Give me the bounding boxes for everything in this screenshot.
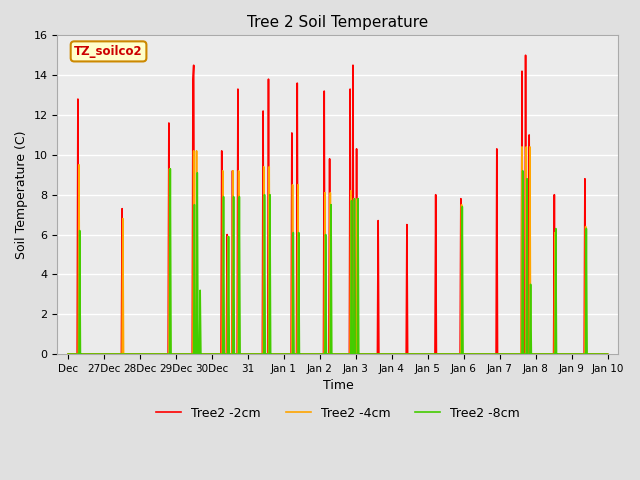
Tree2 -8cm <box>166 166 174 172</box>
Legend: Tree2 -2cm, Tree2 -4cm, Tree2 -8cm: Tree2 -2cm, Tree2 -4cm, Tree2 -8cm <box>151 402 525 425</box>
Tree2 -4cm <box>192 351 200 357</box>
Tree2 -8cm <box>136 351 144 357</box>
Tree2 -4cm <box>518 144 526 150</box>
Tree2 -2cm <box>522 52 529 58</box>
Tree2 -4cm <box>65 351 72 357</box>
X-axis label: Time: Time <box>323 379 353 392</box>
Tree2 -8cm <box>65 351 72 357</box>
Tree2 -2cm <box>370 351 378 357</box>
Tree2 -8cm <box>604 351 611 357</box>
Tree2 -8cm <box>167 351 175 357</box>
Tree2 -8cm <box>323 351 330 357</box>
Tree2 -8cm <box>290 351 298 357</box>
Tree2 -4cm <box>551 230 559 236</box>
Line: Tree2 -8cm: Tree2 -8cm <box>68 169 607 354</box>
Tree2 -4cm <box>295 351 303 357</box>
Tree2 -4cm <box>327 351 335 357</box>
Line: Tree2 -2cm: Tree2 -2cm <box>68 55 607 354</box>
Tree2 -2cm <box>517 351 525 357</box>
Y-axis label: Soil Temperature (C): Soil Temperature (C) <box>15 131 28 259</box>
Line: Tree2 -4cm: Tree2 -4cm <box>68 147 607 354</box>
Tree2 -8cm <box>459 351 467 357</box>
Tree2 -2cm <box>65 351 72 357</box>
Tree2 -2cm <box>403 222 411 228</box>
Tree2 -2cm <box>604 351 611 357</box>
Tree2 -8cm <box>348 198 355 204</box>
Tree2 -2cm <box>550 351 557 357</box>
Tree2 -4cm <box>208 351 216 357</box>
Tree2 -4cm <box>568 351 575 357</box>
Tree2 -2cm <box>493 351 501 357</box>
Tree2 -4cm <box>604 351 611 357</box>
Title: Tree 2 Soil Temperature: Tree 2 Soil Temperature <box>247 15 429 30</box>
Text: TZ_soilco2: TZ_soilco2 <box>74 45 143 58</box>
Tree2 -2cm <box>264 351 271 357</box>
